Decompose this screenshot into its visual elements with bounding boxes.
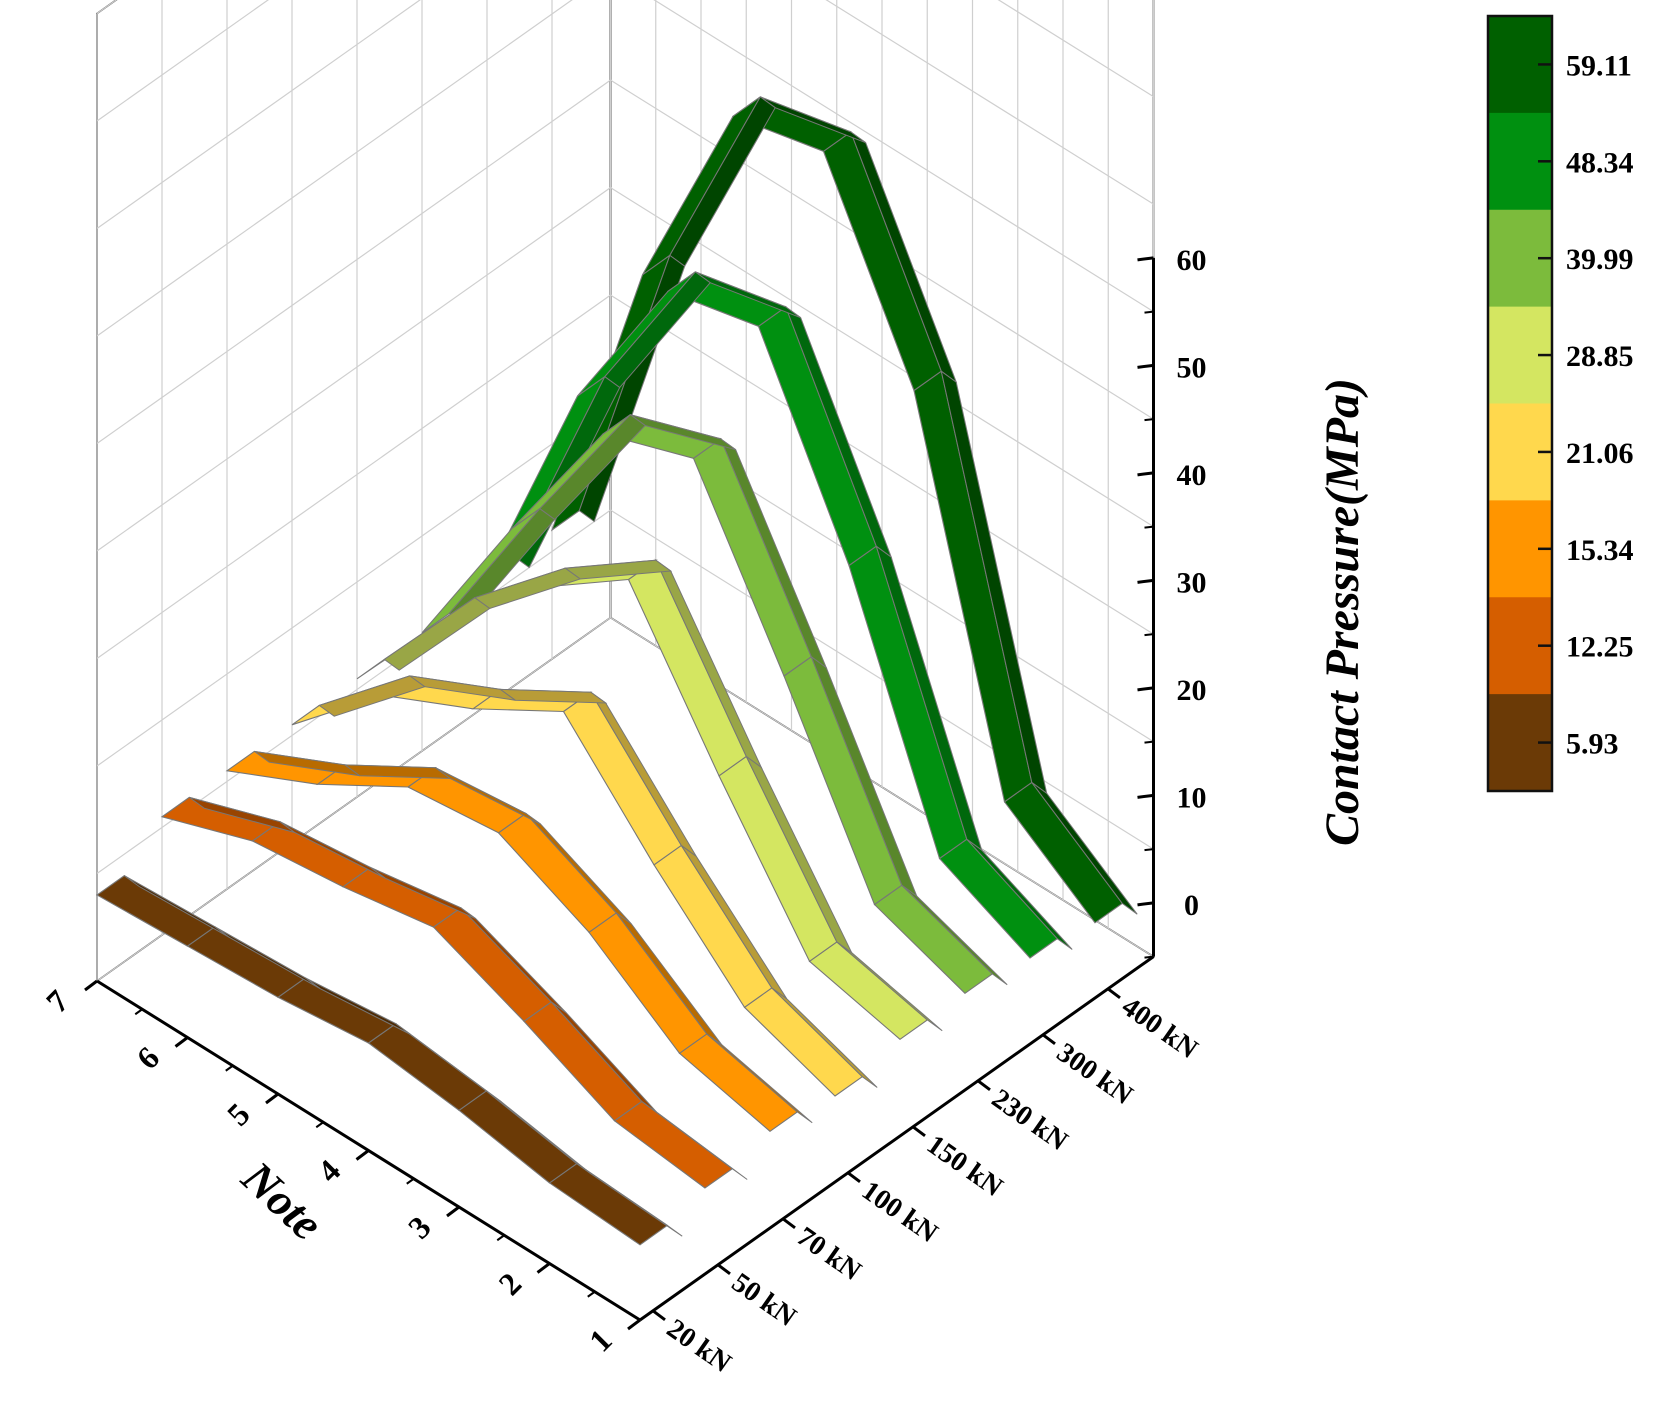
z-tick <box>1137 363 1154 369</box>
ribbon-side-segment <box>189 796 295 833</box>
y-tick <box>977 1079 991 1092</box>
grid-layer <box>96 0 1155 983</box>
y-tick <box>912 1125 926 1138</box>
series-label: 300 kN <box>1051 1037 1138 1111</box>
z-tick <box>1137 256 1154 262</box>
series-label: 50 kN <box>726 1267 802 1333</box>
x-tick-label: 3 <box>401 1209 438 1246</box>
series-label: 230 kN <box>986 1083 1073 1157</box>
y-tick <box>1107 987 1121 999</box>
y-tick <box>847 1171 861 1184</box>
colorbar-label: 39.99 <box>1566 243 1634 276</box>
y-tick <box>782 1217 796 1230</box>
x-minor-tick <box>134 1008 143 1016</box>
colorbar-label: 15.34 <box>1566 534 1634 567</box>
series-ribbon <box>225 750 813 1132</box>
x-minor-tick <box>315 1121 324 1129</box>
ribbon-side-segment <box>254 750 360 777</box>
z-minor-tick <box>1144 525 1154 529</box>
z-tick <box>1137 686 1154 692</box>
x-tick <box>627 1318 641 1331</box>
colorbar-label: 21.06 <box>1566 437 1634 470</box>
z-tick-label: 20 <box>1177 674 1207 707</box>
x-tick <box>355 1149 370 1161</box>
x-tick-label: 4 <box>310 1152 347 1189</box>
z-gridline <box>96 0 1154 337</box>
z-axis-title: Contact Pressure(MPa) <box>1316 378 1369 846</box>
x-minor-tick <box>496 1234 505 1242</box>
y-axis-line <box>639 955 1155 1322</box>
x-tick-label: 6 <box>129 1039 166 1076</box>
z-minor-tick <box>1144 848 1154 852</box>
series-ribbon <box>160 796 748 1189</box>
z-minor-tick <box>1144 418 1154 422</box>
colorbar: 59.11 48.34 39.99 28.85 21.06 15.34 12.25 5.93 <box>1486 14 1634 793</box>
series-ribbon <box>356 558 943 1040</box>
series-label: 150 kN <box>921 1129 1008 1203</box>
x-tick-label: 1 <box>582 1322 619 1359</box>
z-tick-label: 60 <box>1177 244 1207 277</box>
x-tick-label: 7 <box>39 983 76 1020</box>
z-tick <box>1137 793 1154 799</box>
y-tick <box>652 1309 666 1322</box>
z-gridline <box>96 0 1154 122</box>
series-label: 70 kN <box>791 1221 867 1287</box>
colorbar-frame <box>1486 14 1554 793</box>
x-tick <box>536 1262 551 1274</box>
x-tick <box>265 1092 279 1105</box>
z-gridline <box>96 0 1154 229</box>
z-minor-tick <box>1144 955 1154 959</box>
series-ribbon <box>95 875 683 1246</box>
z-tick-label: 40 <box>1177 459 1207 492</box>
x-tick-label: 2 <box>491 1265 528 1302</box>
z-tick-label: 10 <box>1177 781 1207 814</box>
colorbar-label: 59.11 <box>1566 49 1632 82</box>
z-tick <box>1137 901 1154 907</box>
x-tick <box>446 1205 460 1218</box>
ribbon-side-segment <box>318 675 426 717</box>
colorbar-label: 28.85 <box>1566 340 1634 373</box>
z-tick-label: 0 <box>1184 889 1199 922</box>
x-tick <box>174 1036 189 1048</box>
z-minor-tick <box>1144 633 1154 637</box>
x-minor-tick <box>406 1177 415 1185</box>
x-minor-tick <box>225 1064 234 1072</box>
x-minor-tick <box>587 1290 596 1298</box>
z-tick <box>1137 471 1154 477</box>
series-label: 20 kN <box>661 1313 737 1379</box>
z-minor-tick <box>1144 310 1154 314</box>
series-ribbon <box>421 414 1008 995</box>
z-gridline <box>96 0 118 14</box>
z-tick-label: 50 <box>1177 351 1207 384</box>
colorbar-label: 5.93 <box>1566 728 1619 761</box>
x-tick-label: 5 <box>220 1096 257 1133</box>
ribbon-side-segment <box>383 597 491 671</box>
z-tick <box>1137 578 1154 584</box>
z-tick-label: 30 <box>1177 566 1207 599</box>
ribbon-side-segment <box>124 875 230 939</box>
series-label: 100 kN <box>856 1175 943 1249</box>
z-minor-tick <box>1144 740 1154 744</box>
surface-layer <box>95 96 1138 1246</box>
series-label: 400 kN <box>1116 991 1203 1065</box>
colorbar-label: 12.25 <box>1566 631 1634 664</box>
colorbar-label: 48.34 <box>1566 146 1634 179</box>
x-tick <box>84 979 98 992</box>
y-tick <box>717 1263 731 1276</box>
y-tick <box>1042 1033 1056 1046</box>
series-ribbon <box>291 675 878 1097</box>
